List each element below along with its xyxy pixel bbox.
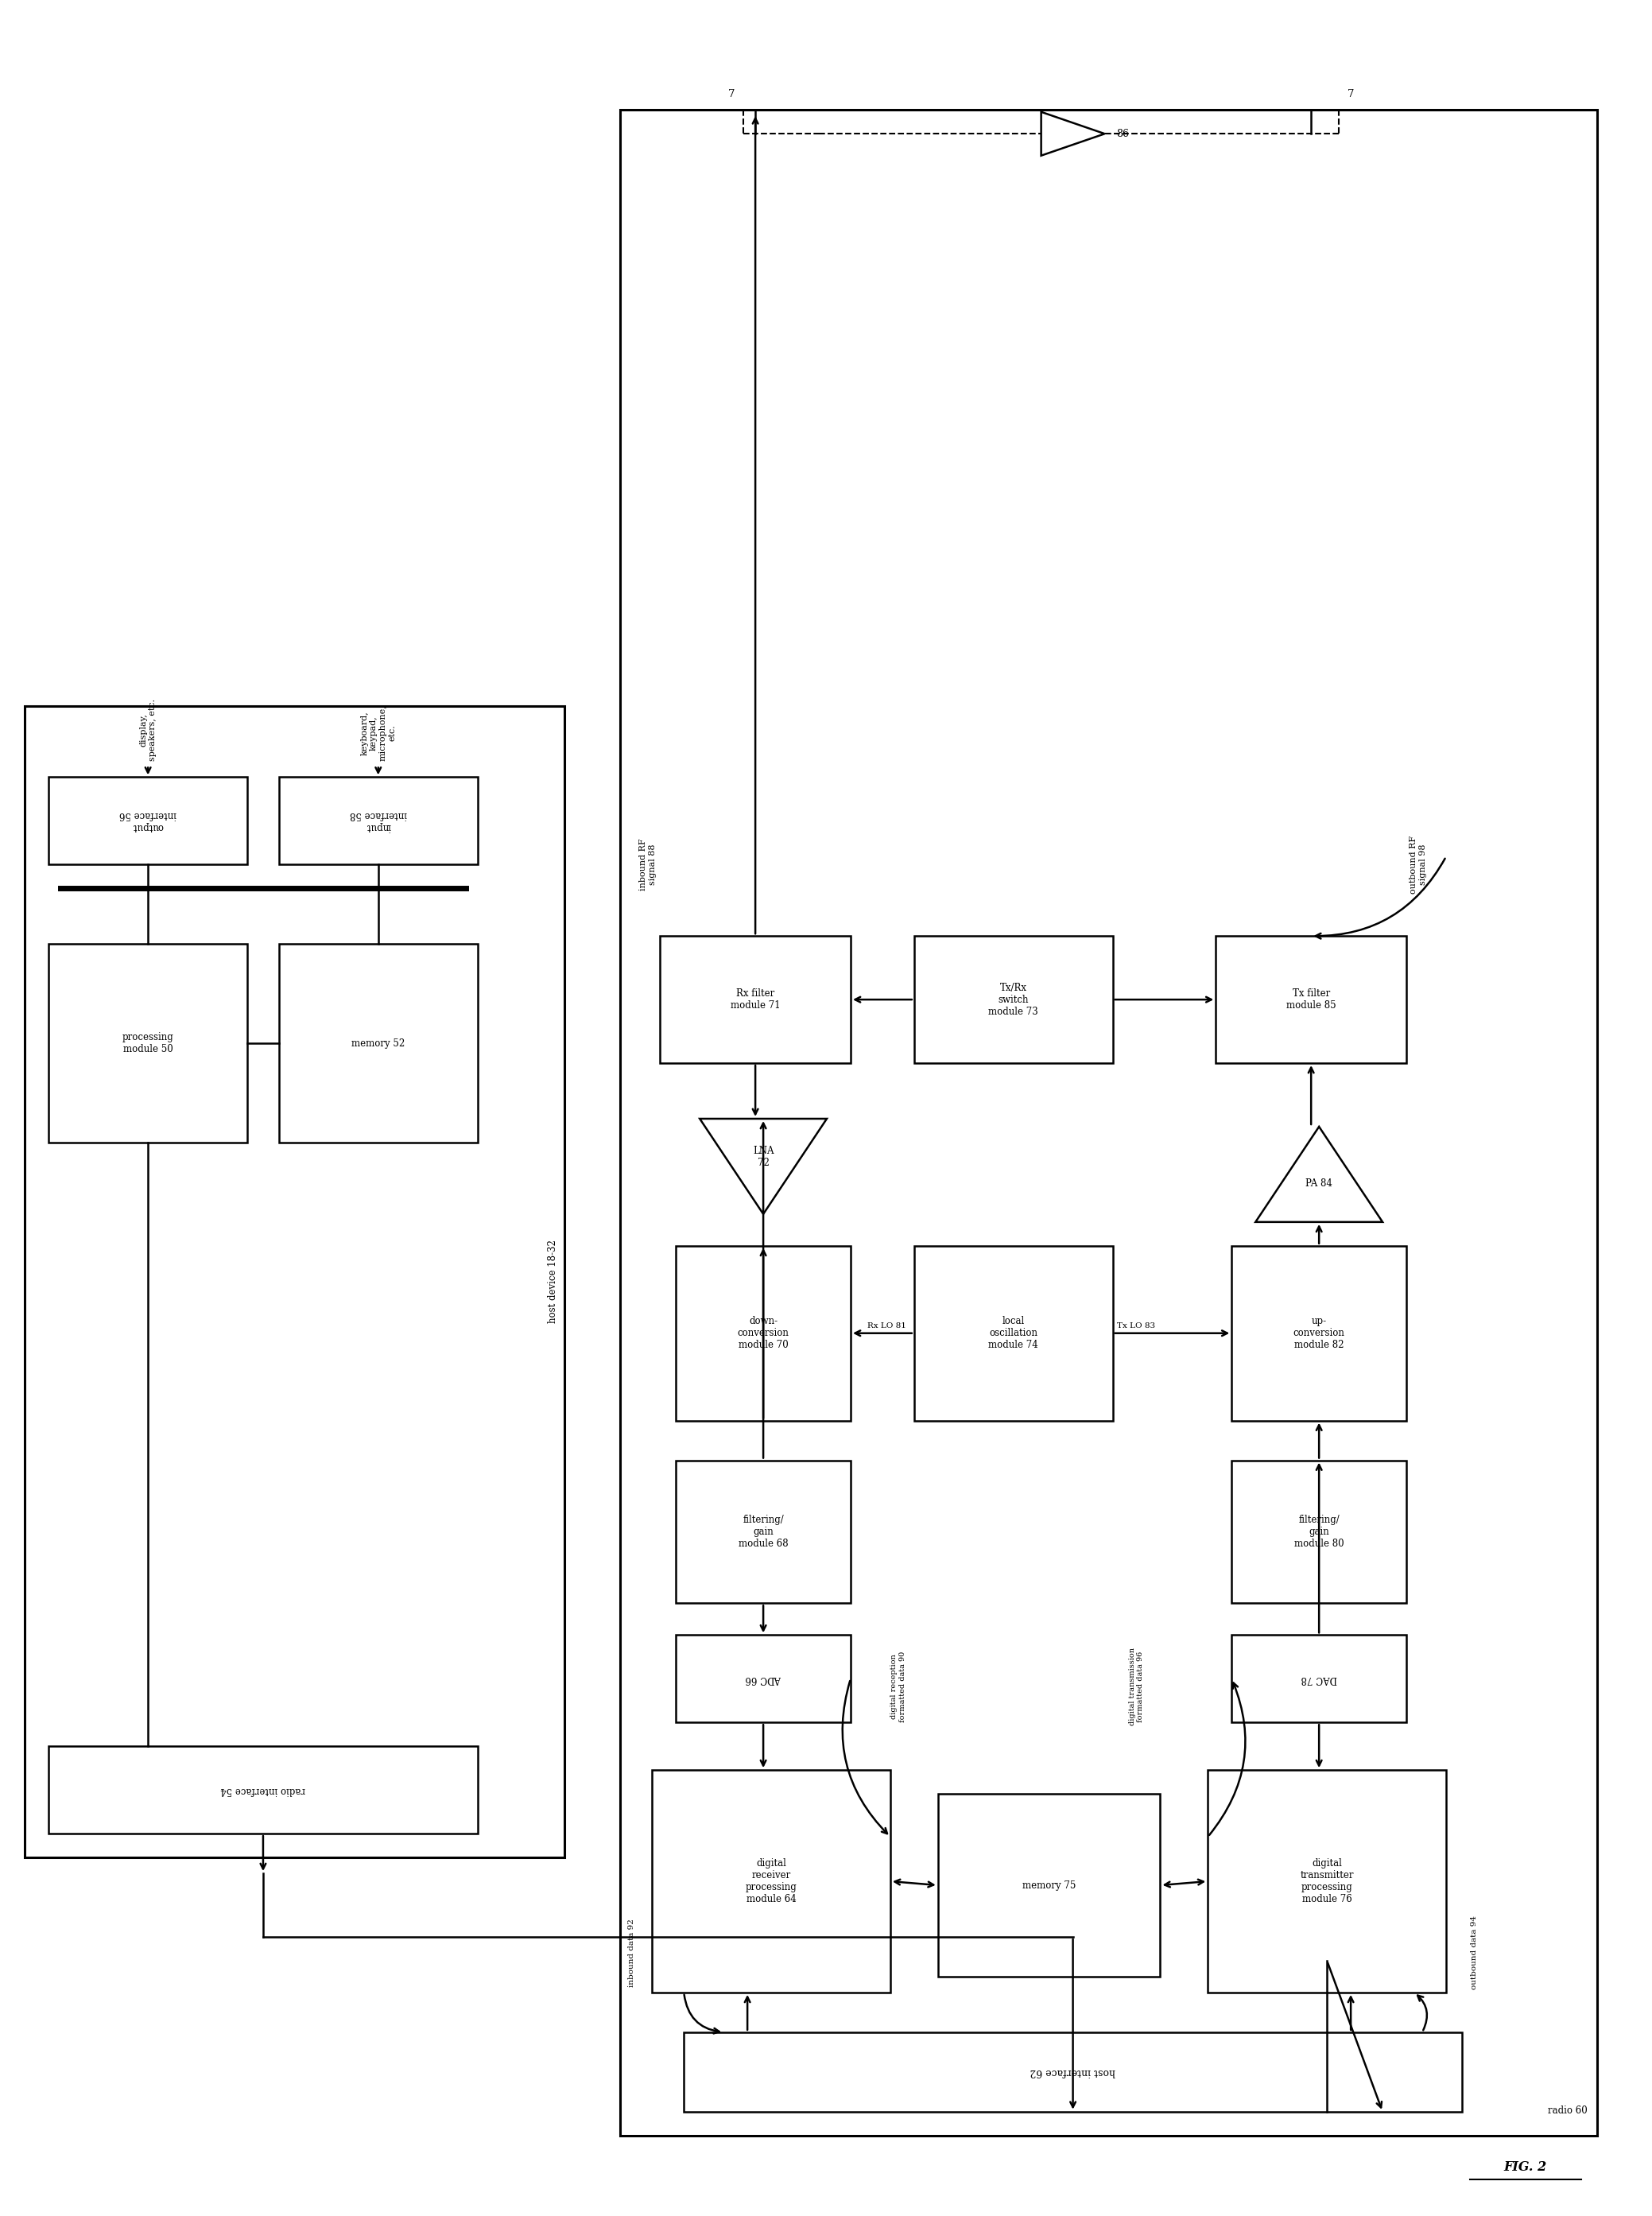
Text: memory 52: memory 52	[352, 1037, 405, 1048]
Text: output
interface 56: output interface 56	[119, 809, 177, 831]
Text: down-
conversion
module 70: down- conversion module 70	[737, 1316, 790, 1350]
Text: PA 84: PA 84	[1305, 1179, 1333, 1190]
Bar	[621, 111, 1597, 2136]
Text: FIG. 2: FIG. 2	[1503, 2161, 1546, 2174]
Bar	[279, 778, 477, 864]
Text: radio 60: radio 60	[1548, 2105, 1588, 2116]
Bar	[684, 2032, 1462, 2112]
Bar	[676, 1460, 851, 1602]
Text: host device 18-32: host device 18-32	[548, 1241, 558, 1323]
Bar	[914, 935, 1112, 1064]
Text: keyboard,
keypad,
microphone,
etc.: keyboard, keypad, microphone, etc.	[360, 705, 396, 762]
Text: filtering/
gain
module 68: filtering/ gain module 68	[738, 1516, 788, 1549]
Text: inbound RF
signal 88: inbound RF signal 88	[639, 838, 657, 891]
Polygon shape	[1256, 1126, 1383, 1221]
Text: digital reception
formatted data 90: digital reception formatted data 90	[890, 1651, 905, 1722]
Bar	[653, 1771, 890, 1992]
Bar	[676, 1635, 851, 1722]
Text: memory 75: memory 75	[1023, 1879, 1075, 1890]
Text: outbound RF
signal 98: outbound RF signal 98	[1409, 835, 1427, 893]
Text: DAC 78: DAC 78	[1300, 1673, 1336, 1684]
Text: display,
speakers, etc.: display, speakers, etc.	[139, 700, 157, 762]
Text: Tx/Rx
switch
module 73: Tx/Rx switch module 73	[988, 982, 1039, 1017]
Text: filtering/
gain
module 80: filtering/ gain module 80	[1294, 1516, 1345, 1549]
Text: local
oscillation
module 74: local oscillation module 74	[988, 1316, 1039, 1350]
Text: up-
conversion
module 82: up- conversion module 82	[1294, 1316, 1345, 1350]
Text: digital
transmitter
processing
module 76: digital transmitter processing module 76	[1300, 1859, 1353, 1904]
Bar	[1232, 1635, 1406, 1722]
Bar	[279, 944, 477, 1143]
Text: inbound data 92: inbound data 92	[628, 1919, 636, 1988]
Bar	[1232, 1460, 1406, 1602]
Text: Rx LO 81: Rx LO 81	[867, 1323, 907, 1330]
Text: ADC 66: ADC 66	[745, 1673, 781, 1684]
Bar	[50, 1746, 477, 1833]
Polygon shape	[700, 1119, 826, 1214]
Text: input
interface 58: input interface 58	[350, 809, 406, 831]
Bar	[50, 944, 248, 1143]
Bar	[50, 778, 248, 864]
Bar	[914, 1245, 1112, 1420]
Bar	[676, 1245, 851, 1420]
Bar	[938, 1795, 1160, 1977]
Text: 7: 7	[1348, 89, 1355, 100]
Text: Tx filter
module 85: Tx filter module 85	[1287, 988, 1336, 1010]
Text: LNA
72: LNA 72	[753, 1146, 773, 1168]
Text: 7: 7	[729, 89, 735, 100]
Bar	[1232, 1245, 1406, 1420]
Text: outbound data 94: outbound data 94	[1470, 1917, 1479, 1990]
Bar	[25, 705, 565, 1857]
Text: digital transmission
formatted data 96: digital transmission formatted data 96	[1128, 1649, 1145, 1726]
Text: 86: 86	[1117, 129, 1130, 140]
Text: Rx filter
module 71: Rx filter module 71	[730, 988, 780, 1010]
Text: Tx LO 83: Tx LO 83	[1117, 1323, 1155, 1330]
Bar	[661, 935, 851, 1064]
Text: radio interface 54: radio interface 54	[221, 1784, 306, 1795]
Text: digital
receiver
processing
module 64: digital receiver processing module 64	[745, 1859, 796, 1904]
Text: processing
module 50: processing module 50	[122, 1033, 173, 1055]
Text: host interface 62: host interface 62	[1031, 2068, 1115, 2076]
Bar	[1216, 935, 1406, 1064]
Polygon shape	[1041, 113, 1105, 155]
Bar	[1208, 1771, 1446, 1992]
